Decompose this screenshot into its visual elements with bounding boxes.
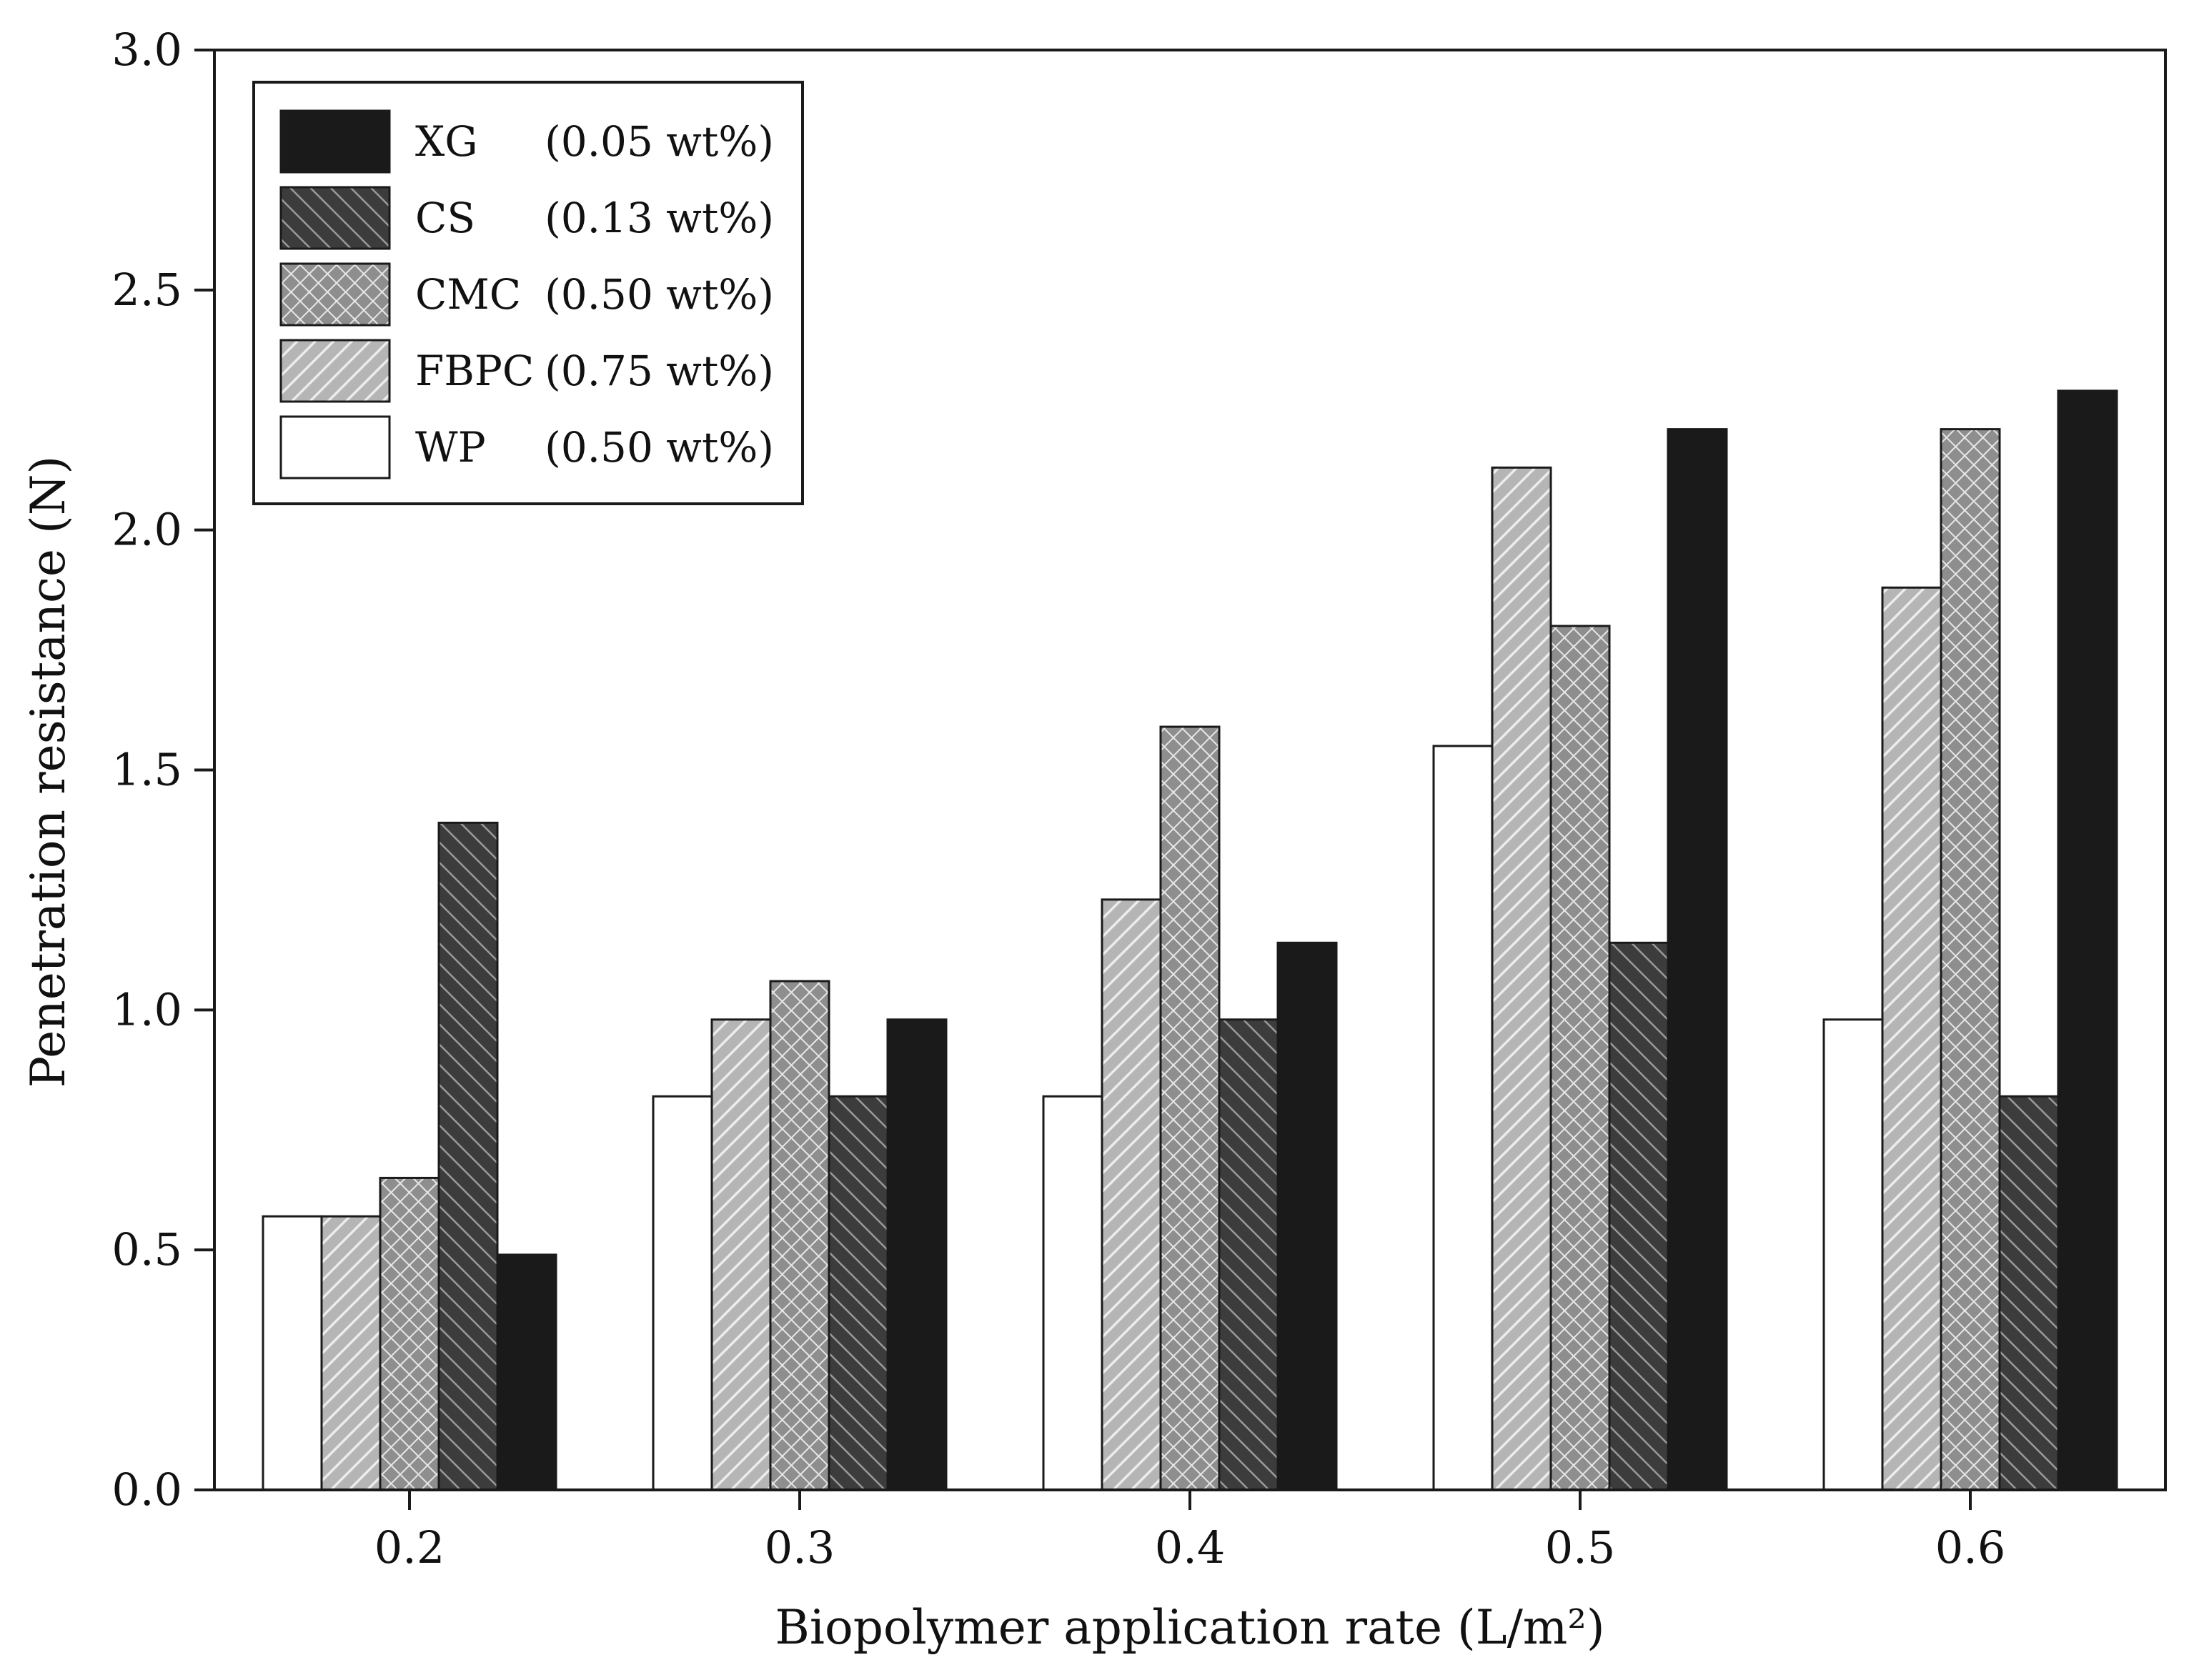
x-tick-label: 0.2 — [374, 1521, 445, 1574]
bar-fbpc-0.3 — [710, 1018, 772, 1491]
legend-swatch-xg — [279, 109, 391, 174]
x-tick-label: 0.3 — [765, 1521, 835, 1574]
bar-wp-0.5 — [1432, 745, 1494, 1491]
legend: XG (0.05 wt%) CS (0.13 wt%) CMC (0.50 wt%)FBP… — [252, 81, 804, 505]
legend-label-wp: WP — [415, 423, 486, 472]
bar-fbpc-0.5 — [1491, 466, 1552, 1491]
y-tick-label: 2.5 — [111, 264, 182, 316]
bar-cs-0.4 — [1218, 1018, 1279, 1491]
bar-xg-0.2 — [496, 1253, 557, 1491]
bar-cmc-0.3 — [769, 980, 830, 1491]
y-tick-label: 1.5 — [111, 744, 182, 796]
bar-xg-0.4 — [1276, 941, 1338, 1491]
bar-fbpc-0.6 — [1881, 586, 1942, 1491]
y-tick-label: 1.0 — [111, 983, 182, 1035]
legend-swatch-wp — [279, 415, 391, 479]
legend-concentration-wp: (0.50 wt%) — [545, 423, 774, 472]
bar-cs-0.3 — [828, 1095, 889, 1491]
legend-swatch-fbpc — [279, 339, 391, 403]
bar-wp-0.2 — [262, 1215, 323, 1491]
x-tick-label: 0.4 — [1155, 1521, 1226, 1574]
y-tick-label: 3.0 — [111, 24, 182, 76]
bar-xg-0.5 — [1667, 428, 1728, 1491]
y-tick-label: 0.0 — [111, 1463, 182, 1516]
bar-fbpc-0.2 — [320, 1215, 382, 1491]
x-tick-label: 0.6 — [1935, 1521, 2006, 1574]
bar-wp-0.6 — [1822, 1018, 1884, 1491]
bar-cs-0.5 — [1608, 941, 1669, 1491]
legend-concentration-fbpc: (0.75 wt%) — [545, 347, 774, 395]
legend-swatch-cmc — [279, 262, 391, 327]
bar-cmc-0.5 — [1549, 625, 1611, 1491]
bar-cmc-0.6 — [1940, 428, 2001, 1491]
legend-label-fbpc: FBPC — [415, 347, 534, 395]
bar-cs-0.6 — [1998, 1095, 2060, 1491]
legend-concentration-xg: (0.05 wt%) — [545, 117, 774, 166]
y-tick-label: 2.0 — [111, 504, 182, 556]
bar-wp-0.3 — [652, 1095, 713, 1491]
bars-group — [262, 389, 2118, 1491]
bar-cs-0.2 — [437, 821, 499, 1491]
bar-cmc-0.2 — [379, 1176, 440, 1491]
legend-swatch-cs — [279, 186, 391, 250]
y-tick-label: 0.5 — [111, 1223, 182, 1276]
legend-label-cmc: CMC — [415, 270, 521, 319]
bar-xg-0.6 — [2057, 389, 2118, 1491]
legend-label-cs: CS — [415, 194, 475, 242]
legend-concentration-cmc: (0.50 wt%) — [545, 270, 774, 319]
bar-cmc-0.4 — [1159, 725, 1221, 1491]
bar-xg-0.3 — [886, 1018, 948, 1491]
axes-group: 0.0 0.5 1.0 1.5 2.0 2.5 3.0 0.2 0.3 0.4 0.5 0.6 — [111, 24, 2167, 1574]
legend-label-xg: XG — [415, 117, 478, 166]
bar-wp-0.4 — [1042, 1095, 1103, 1491]
x-axis-title: Biopolymer application rate (L/m²) — [775, 1600, 1604, 1655]
legend-concentration-cs: (0.13 wt%) — [545, 194, 774, 242]
bar-fbpc-0.4 — [1101, 898, 1162, 1491]
y-axis-title: Penetration resistance (N) — [21, 456, 76, 1088]
x-tick-label: 0.5 — [1545, 1521, 1616, 1574]
